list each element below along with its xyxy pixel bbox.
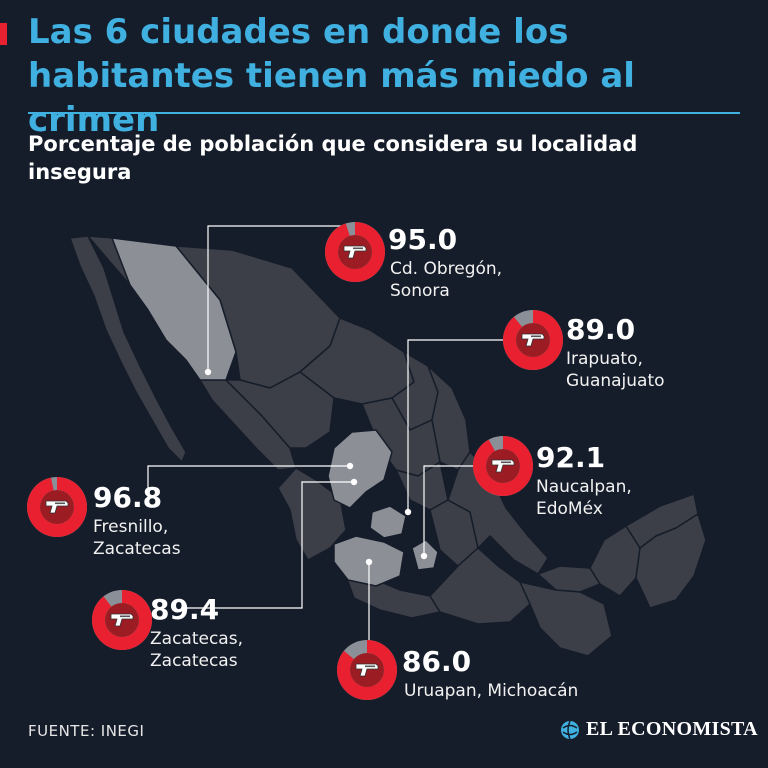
state-jalisco — [277, 467, 347, 561]
brand-logo: EL ECONOMISTA — [560, 718, 758, 741]
baja-peninsula — [69, 235, 187, 463]
value-donut — [473, 436, 533, 496]
leader-line — [207, 225, 355, 372]
donut-value-arc — [325, 222, 385, 282]
value-donut — [337, 640, 397, 700]
city-name: Uruapan, Michoacán — [404, 681, 579, 701]
city-name: Naucalpan, EdoMéx — [536, 477, 632, 519]
pistol-icon — [491, 459, 515, 473]
value-donut — [27, 477, 87, 537]
city-markers — [204, 368, 428, 566]
brand-globe-icon — [561, 720, 579, 739]
pistol-icon — [45, 500, 69, 514]
leader-line — [423, 465, 476, 556]
city-marker-dot — [204, 368, 212, 376]
city-value: 92.1 — [536, 441, 606, 474]
state-guanajuato-highlight — [369, 505, 407, 539]
leader-line — [184, 481, 354, 609]
donut-value-arc — [27, 477, 87, 537]
donut-value-arc — [503, 310, 563, 370]
state-sonora-highlight — [111, 237, 237, 381]
pistol-icon — [343, 245, 367, 259]
city-name: Irapuato, Guanajuato — [566, 349, 665, 391]
highlighted-states — [111, 237, 439, 587]
leader-line — [407, 339, 506, 512]
donut-value-arc — [337, 640, 397, 700]
source-note: FUENTE: INEGI — [28, 722, 145, 740]
city-marker-dot — [365, 558, 373, 566]
pistol-icon — [521, 333, 545, 347]
state-zacatecas-highlight — [327, 429, 393, 509]
city-marker-dot — [420, 552, 428, 560]
brand-name: EL ECONOMISTA — [586, 718, 758, 740]
city-marker-dot — [346, 462, 354, 470]
title-accent-bar — [0, 23, 7, 45]
pistol-icon — [355, 663, 379, 677]
value-donut — [503, 310, 563, 370]
city-marker-dot — [350, 478, 358, 486]
city-name: Fresnillo, Zacatecas — [93, 517, 181, 559]
pistol-icon — [110, 613, 134, 627]
city-value: 96.8 — [93, 481, 163, 514]
state-quintana-roo — [635, 513, 707, 609]
donut-value-arc — [92, 590, 152, 650]
title-divider — [28, 112, 740, 114]
city-value: 89.0 — [566, 313, 636, 346]
value-donut — [325, 222, 385, 282]
leader-lines — [147, 225, 506, 644]
leader-line — [147, 465, 350, 502]
state-durango — [225, 371, 335, 449]
donut-value-arc — [473, 436, 533, 496]
chart-title: Las 6 ciudades en donde los habitantes t… — [28, 12, 635, 140]
city-value: 89.4 — [150, 593, 220, 626]
city-marker-dot — [404, 508, 412, 516]
city-name: Cd. Obregón, Sonora — [390, 259, 503, 301]
state-chiapas — [519, 581, 613, 657]
chart-subtitle: Porcentaje de población que considera su… — [28, 132, 638, 184]
city-value: 95.0 — [388, 223, 458, 256]
value-donut — [92, 590, 152, 650]
city-value: 86.0 — [402, 645, 472, 678]
city-name: Zacatecas, Zacatecas — [150, 629, 243, 671]
